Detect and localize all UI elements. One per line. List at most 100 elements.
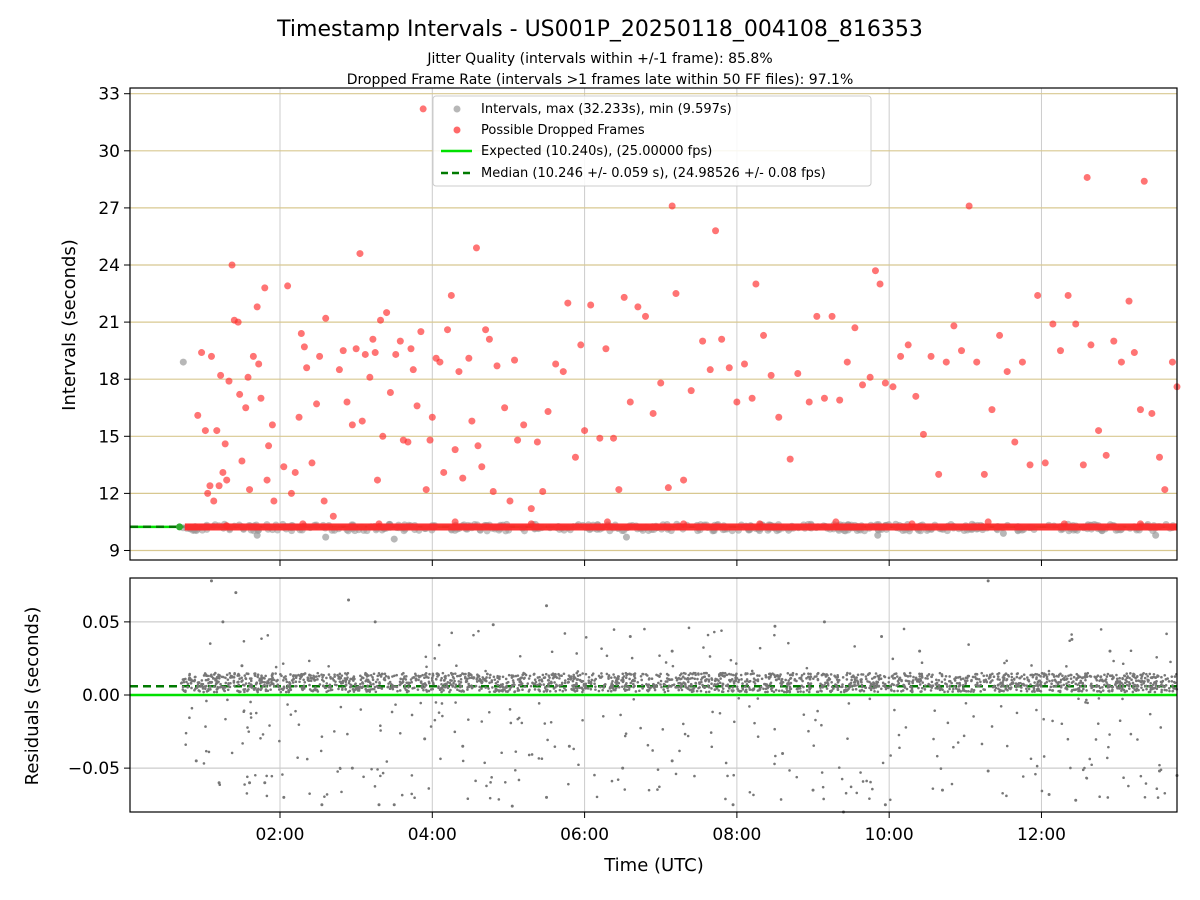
residual-point [1143,795,1147,799]
residual-point [1029,683,1032,686]
residual-point [349,677,352,681]
residual-point [1030,673,1034,677]
residual-point [532,672,536,676]
residual-point [726,684,730,688]
residual-point [861,673,865,676]
residual-point [662,688,665,691]
residual-point [503,688,506,691]
residual-point [1051,679,1054,682]
residual-point [875,682,879,686]
residual-point [1027,687,1031,691]
residual-point [597,689,601,693]
residual-point [1032,685,1035,688]
residual-point [391,675,394,678]
residual-point [244,682,248,685]
residual-point [664,680,668,683]
residual-point [227,682,230,685]
residual-point [702,671,706,675]
residual-point [186,685,189,689]
dropped-frame-point [775,413,783,421]
residual-point [764,675,768,679]
dropped-frame-point [219,468,227,476]
residual-point [809,682,813,685]
residual-point [1025,689,1029,693]
residual-point [919,677,922,681]
residual-point [846,737,849,740]
residual-point [238,690,241,693]
residual-point [974,677,978,681]
residual-point [500,689,503,692]
residual-point [284,690,288,694]
dropped-frame-point [1161,486,1169,494]
residual-point [844,791,848,795]
residual-point [1020,675,1024,678]
residual-point [888,798,892,802]
residual-point [717,689,721,692]
residual-point [1005,659,1008,663]
residual-point [708,655,712,658]
residual-point [798,676,801,680]
residual-point [338,677,342,680]
dropped-frame-point [1136,406,1144,414]
residual-point [691,676,694,680]
residual-point [1009,686,1013,689]
residual-point [1081,682,1085,686]
residual-point [1163,674,1167,677]
residual-point [511,684,514,688]
residual-point [857,683,860,687]
dropped-frame-point [300,343,308,351]
residual-point [859,771,862,774]
residual-point [484,669,487,673]
residual-point [212,690,216,694]
residual-outlier-point [1074,798,1078,802]
residual-point [991,672,994,676]
residual-point [493,678,497,681]
dropped-frame-point [383,309,391,317]
residual-outlier-point [1108,649,1112,653]
residual-point [227,683,230,687]
residual-point [201,682,205,686]
residual-point [1152,683,1155,686]
residual-point [532,682,535,686]
residual-point [333,730,336,733]
residual-point [213,685,216,688]
residual-point [276,678,279,682]
dropped-frame-point [257,394,265,402]
residual-point [1051,672,1054,676]
residual-point [361,685,365,688]
residual-point [511,679,515,682]
residual-point [1048,688,1052,692]
residual-point [1012,678,1016,681]
residual-point [821,673,825,676]
residual-point [1105,675,1109,678]
residual-point [337,675,340,678]
residual-point [249,712,253,715]
residual-point [1127,684,1131,688]
residual-point [639,674,643,678]
residual-point [769,675,772,679]
residual-point [1167,680,1171,683]
residual-point [904,674,908,677]
residual-point [246,775,249,779]
residual-point [1043,682,1047,685]
residual-point [543,722,547,725]
residual-point [621,676,625,680]
residual-point [864,686,868,690]
residual-point [741,682,744,685]
residual-point [1067,680,1070,684]
residual-point [996,677,1000,681]
residual-point [609,676,613,679]
residual-point [623,684,627,688]
residual-point [343,677,347,680]
residual-point [528,688,531,692]
residual-point [994,686,998,690]
dropped-frame-point [451,518,459,526]
residual-point [1035,708,1038,712]
dropped-frame-point [1087,341,1095,349]
residual-point [215,690,219,694]
residual-point [636,680,640,684]
residual-point [209,688,212,691]
residual-point [253,773,257,777]
residual-point [1022,683,1026,687]
residual-point [971,675,975,679]
